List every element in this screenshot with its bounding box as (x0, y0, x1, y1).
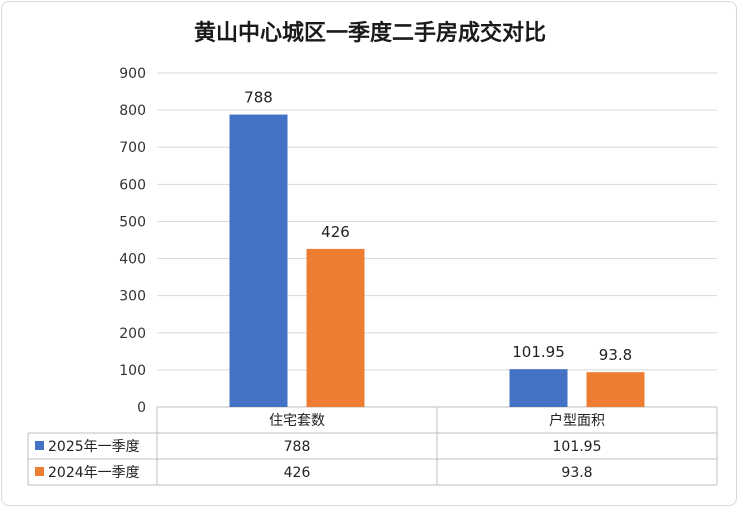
data-label: 93.8 (599, 346, 632, 364)
y-tick-label: 800 (119, 103, 146, 119)
table-value: 93.8 (561, 465, 592, 481)
y-tick-label: 500 (119, 214, 146, 230)
data-labels: 788 426 101.95 93.8 (244, 89, 632, 365)
table-value: 788 (284, 439, 311, 455)
y-tick-label: 400 (119, 252, 146, 268)
data-label: 426 (321, 223, 350, 241)
bar (586, 372, 645, 407)
table-value: 101.95 (553, 439, 602, 455)
legend-series-name: 2025年一季度 (48, 439, 140, 455)
bar (509, 369, 568, 407)
x-category-label: 住宅套数 (269, 413, 325, 429)
legend-swatch (35, 441, 44, 450)
y-axis-ticks: 0 100 200 300 400 500 600 700 800 900 (119, 66, 146, 416)
data-table: 住宅套数 户型面积 2025年一季度 788 101.95 2024年一季度 426 93.8 (27, 407, 718, 486)
table-value: 426 (284, 465, 311, 481)
y-tick-label: 300 (119, 289, 146, 305)
data-label: 788 (244, 89, 273, 107)
bar (229, 114, 288, 407)
legend-swatch (35, 467, 44, 476)
y-tick-label: 900 (119, 66, 146, 82)
y-tick-label: 700 (119, 140, 146, 156)
y-tick-label: 600 (119, 177, 146, 193)
y-tick-label: 0 (137, 400, 146, 416)
y-tick-label: 200 (119, 326, 146, 342)
bars (229, 114, 645, 407)
x-category-label: 户型面积 (549, 412, 605, 429)
bar (306, 248, 365, 407)
data-label: 101.95 (512, 343, 565, 361)
chart-title: 黄山中心城区一季度二手房成交对比 (194, 20, 546, 46)
y-tick-label: 100 (119, 363, 146, 379)
legend-series-name: 2024年一季度 (48, 465, 140, 481)
